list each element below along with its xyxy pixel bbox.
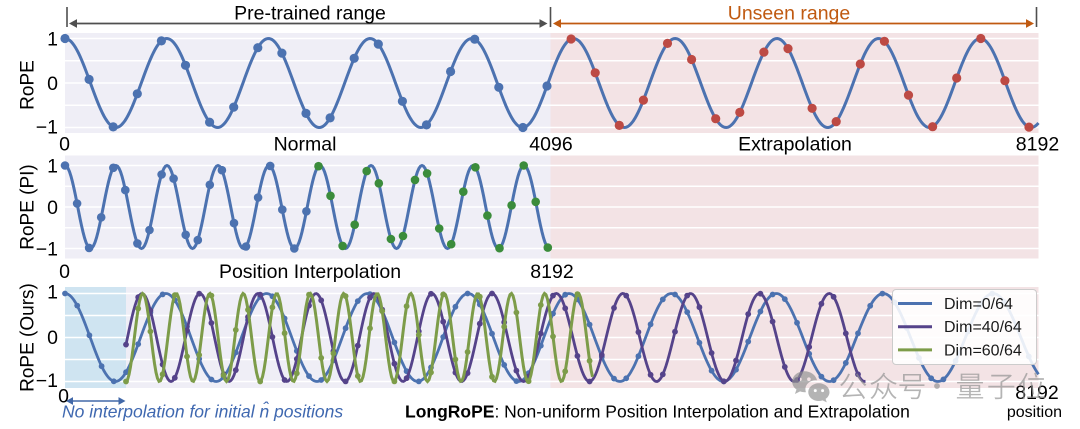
svg-text:0: 0	[47, 197, 58, 219]
svg-text:RoPE (Ours): RoPE (Ours)	[18, 283, 39, 392]
svg-text:0: 0	[59, 134, 70, 156]
svg-text:Dim=0/64: Dim=0/64	[944, 296, 1013, 313]
svg-text:No interpolation for initial n: No interpolation for initial n̂ position…	[62, 401, 343, 422]
svg-text:LongRoPE: Non-uniform Position: LongRoPE: Non-uniform Position Interpola…	[405, 402, 910, 422]
svg-text:−1: −1	[36, 117, 58, 139]
svg-text:8192: 8192	[1015, 382, 1058, 404]
svg-text:Position Interpolation: Position Interpolation	[219, 261, 401, 283]
svg-text:1: 1	[47, 156, 58, 178]
svg-text:Unseen range: Unseen range	[728, 3, 851, 25]
svg-text:Dim=40/64: Dim=40/64	[944, 319, 1022, 336]
svg-text:8192: 8192	[530, 261, 573, 283]
svg-text:Dim=60/64: Dim=60/64	[944, 342, 1022, 359]
svg-text:RoPE (PI): RoPE (PI)	[18, 164, 39, 250]
svg-text:−1: −1	[36, 239, 58, 261]
svg-text:0: 0	[47, 327, 58, 349]
svg-text:position: position	[1007, 404, 1062, 421]
svg-text:−1: −1	[36, 370, 58, 392]
svg-text:0: 0	[47, 73, 58, 95]
svg-text:Pre-trained range: Pre-trained range	[234, 3, 386, 25]
svg-text:1: 1	[47, 29, 58, 51]
svg-text:4096: 4096	[529, 134, 572, 156]
svg-text:1: 1	[47, 282, 58, 304]
svg-text:8192: 8192	[1016, 134, 1059, 156]
svg-text:0: 0	[59, 261, 70, 283]
svg-text:Normal: Normal	[274, 134, 337, 156]
svg-text:RoPE: RoPE	[18, 60, 39, 110]
svg-text:0: 0	[58, 386, 69, 408]
svg-text:Extrapolation: Extrapolation	[738, 134, 852, 156]
